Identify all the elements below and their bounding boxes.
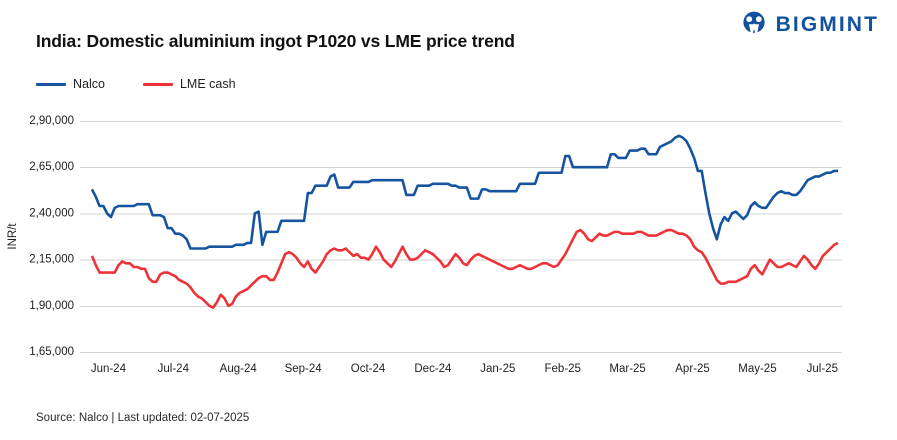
legend-item-nalco[interactable]: Nalco — [36, 78, 105, 91]
x-axis-tick-label: May-25 — [738, 363, 776, 375]
x-axis-tick-label: Jan-25 — [480, 363, 515, 375]
x-axis-tick-label: Jul-25 — [807, 363, 838, 375]
legend-label-lme-cash: LME cash — [179, 77, 236, 91]
y-axis-tick-labels: 2,90,000 2,65,000 2,40,000 2,15,000 1,90,000… — [29, 115, 74, 358]
x-axis-tick-label: Jul-24 — [158, 363, 190, 375]
y-axis-tick-label: 2,15,000 — [29, 254, 74, 266]
grid-lines — [80, 121, 842, 353]
series-line-nalco — [90, 134, 838, 250]
legend-item-lme-cash[interactable]: LME cash — [142, 77, 236, 91]
x-axis-tick-label: Mar-25 — [609, 363, 645, 375]
line-swatch-icon — [142, 82, 173, 86]
brand-logo: BIGMINT — [739, 9, 879, 39]
chart-plot-area: 2,90,000 2,65,000 2,40,000 2,15,000 1,90,000… — [7, 115, 842, 375]
page-title: India: Domestic aluminium ingot P1020 vs… — [36, 31, 515, 51]
chart-legend: Nalco LME cash — [36, 78, 236, 91]
x-axis-tick-label: Aug-24 — [220, 363, 258, 375]
series-line-lme-cash — [90, 228, 839, 309]
y-axis-tick-label: 2,65,000 — [29, 161, 74, 173]
x-axis-tick-label: Jun-24 — [91, 363, 127, 375]
brand-name: BIGMINT — [775, 12, 879, 36]
chart-svg: 2,90,000 2,65,000 2,40,000 2,15,000 1,90,000… — [7, 115, 842, 375]
source-note: Source: Nalco | Last updated: 02-07-2025 — [36, 412, 250, 424]
y-axis-tick-label: 1,90,000 — [29, 300, 74, 312]
x-axis-tick-label: Feb-25 — [545, 363, 581, 375]
series-lines — [90, 134, 839, 309]
bigmint-emblem-icon — [743, 11, 765, 37]
y-axis-tick-label: 2,40,000 — [29, 207, 74, 219]
y-axis-tick-label: 2,90,000 — [29, 115, 74, 127]
legend-label-nalco: Nalco — [73, 77, 105, 91]
x-axis-tick-labels: Jun-24 Jul-24 Aug-24 Sep-24 Oct-24 Dec-24 Jan-… — [91, 363, 838, 375]
x-axis-tick-label: Sep-24 — [285, 363, 323, 375]
x-axis-tick-label: Dec-24 — [414, 363, 452, 375]
x-axis-tick-label: Oct-24 — [351, 363, 386, 375]
x-axis-tick-label: Apr-25 — [675, 363, 710, 375]
y-axis-tick-label: 1,65,000 — [29, 346, 74, 358]
line-swatch-icon — [36, 82, 66, 86]
y-axis-title: INR/t — [7, 223, 19, 250]
